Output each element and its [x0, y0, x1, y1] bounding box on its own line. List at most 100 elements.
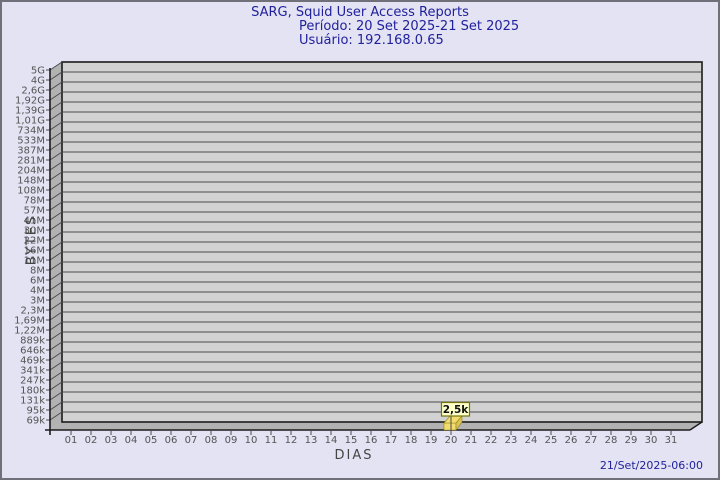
y-tick-label: 180k: [20, 386, 45, 397]
y-tick-depth-line: [49, 131, 63, 141]
y-tick-depth-line: [49, 251, 63, 261]
x-tick-label: 06: [165, 435, 178, 446]
y-tick-label: 8M: [30, 266, 45, 277]
bar-value-label: 2,5k: [443, 404, 470, 416]
x-tick-label: 11: [265, 435, 278, 446]
y-tick-label: 1,92G: [15, 96, 45, 107]
y-tick-depth-line: [49, 171, 63, 181]
x-tick-label: 17: [385, 435, 398, 446]
y-tick-label: 387M: [17, 146, 45, 157]
y-tick-depth-line: [49, 61, 63, 71]
y-tick-depth-line: [49, 381, 63, 391]
chart-floor: [50, 422, 702, 430]
y-tick-label: 57M: [24, 206, 45, 217]
y-tick-depth-line: [49, 231, 63, 241]
y-tick-depth-line: [49, 181, 63, 191]
y-tick-depth-line: [49, 191, 63, 201]
y-tick-depth-line: [49, 361, 63, 371]
y-tick-label: 247k: [20, 376, 45, 387]
y-tick-depth-line: [49, 331, 63, 341]
y-tick-depth-line: [49, 221, 63, 231]
y-tick-depth-line: [49, 371, 63, 381]
y-tick-label: 16M: [24, 246, 45, 257]
y-tick-label: 41M: [24, 216, 45, 227]
y-tick-depth-line: [49, 321, 63, 331]
y-tick-label: 889k: [20, 336, 45, 347]
y-tick-label: 1,01G: [15, 116, 45, 127]
y-tick-depth-line: [49, 71, 63, 81]
y-tick-label: 281M: [17, 156, 45, 167]
y-tick-depth-line: [49, 201, 63, 211]
y-tick-label: 11M: [24, 256, 45, 267]
y-tick-depth-line: [49, 81, 63, 91]
y-tick-depth-line: [49, 161, 63, 171]
x-axis-title: DIAS: [334, 448, 374, 463]
x-tick-label: 27: [585, 435, 598, 446]
x-tick-label: 14: [325, 435, 338, 446]
report-period: Período: 20 Set 2025-21 Set 2025: [299, 19, 520, 34]
x-tick-label: 21: [465, 435, 478, 446]
y-tick-label: 6M: [30, 276, 45, 287]
x-tick-label: 24: [525, 435, 538, 446]
y-tick-depth-line: [49, 391, 63, 401]
x-tick-label: 31: [665, 435, 678, 446]
y-tick-depth-line: [49, 151, 63, 161]
y-tick-label: 646k: [20, 346, 45, 357]
y-tick-depth-line: [49, 241, 63, 251]
y-tick-label: 533M: [17, 136, 45, 147]
floor-corner-line: [689, 421, 703, 431]
y-tick-depth-line: [49, 271, 63, 281]
x-tick-label: 08: [205, 435, 218, 446]
y-tick-label: 22M: [24, 236, 45, 247]
y-tick-depth-line: [49, 281, 63, 291]
y-tick-label: 341k: [20, 366, 45, 377]
y-tick-depth-line: [49, 91, 63, 101]
y-tick-depth-line: [49, 341, 63, 351]
x-tick-label: 19: [425, 435, 438, 446]
y-tick-depth-line: [49, 291, 63, 301]
y-tick-label: 3M: [30, 296, 45, 307]
y-tick-label: 30M: [24, 226, 45, 237]
x-tick-label: 26: [565, 435, 578, 446]
y-tick-depth-line: [49, 101, 63, 111]
x-tick-label: 20: [445, 435, 458, 446]
y-tick-label: 108M: [17, 186, 45, 197]
y-tick-label: 2,6G: [21, 86, 45, 97]
y-tick-label: 1,69M: [14, 316, 45, 327]
y-tick-label: 204M: [17, 166, 45, 177]
x-tick-label: 16: [365, 435, 378, 446]
y-tick-depth-line: [49, 401, 63, 411]
x-tick-label: 12: [285, 435, 298, 446]
x-tick-label: 13: [305, 435, 318, 446]
y-tick-label: 5G: [31, 66, 45, 77]
y-tick-label: 1,22M: [14, 326, 45, 337]
y-tick-label: 69k: [26, 416, 45, 427]
y-tick-label: 131k: [20, 396, 45, 407]
y-tick-depth-line: [49, 311, 63, 321]
x-tick-label: 29: [625, 435, 638, 446]
x-tick-label: 18: [405, 435, 418, 446]
x-tick-label: 23: [505, 435, 518, 446]
y-tick-depth-line: [49, 211, 63, 221]
y-tick-depth-line: [49, 351, 63, 361]
report-user: Usuário: 192.168.0.65: [299, 33, 444, 48]
x-tick-label: 05: [145, 435, 158, 446]
y-tick-depth-line: [49, 141, 63, 151]
y-tick-label: 2,3M: [20, 306, 45, 317]
x-tick-label: 25: [545, 435, 558, 446]
x-tick-label: 07: [185, 435, 198, 446]
y-tick-label: 469k: [20, 356, 45, 367]
x-tick-label: 03: [105, 435, 118, 446]
x-tick-label: 02: [85, 435, 98, 446]
x-tick-label: 01: [65, 435, 78, 446]
y-tick-label: 1,39G: [15, 106, 45, 117]
x-tick-label: 22: [485, 435, 498, 446]
x-tick-label: 28: [605, 435, 618, 446]
y-tick-depth-line: [49, 121, 63, 131]
x-tick-label: 30: [645, 435, 658, 446]
y-tick-label: 148M: [17, 176, 45, 187]
report-title: SARG, Squid User Access Reports: [251, 5, 469, 20]
x-tick-label: 04: [125, 435, 138, 446]
